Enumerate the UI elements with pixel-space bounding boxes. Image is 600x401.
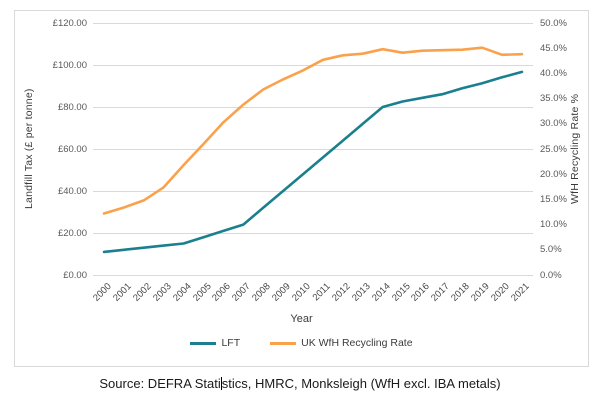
left-tick-label: £60.00 bbox=[57, 143, 87, 155]
right-tick-label: 30.0% bbox=[540, 118, 567, 130]
legend-label: UK WfH Recycling Rate bbox=[301, 337, 413, 349]
left-tick-label: £40.00 bbox=[57, 185, 87, 197]
right-tick-label: 25.0% bbox=[540, 143, 567, 155]
gridline bbox=[93, 275, 533, 276]
legend-item: LFT bbox=[190, 337, 240, 349]
gridline bbox=[93, 149, 533, 150]
legend-line-swatch bbox=[270, 341, 297, 345]
gridline bbox=[93, 23, 533, 24]
left-tick-label: £20.00 bbox=[57, 227, 87, 239]
right-tick-label: 15.0% bbox=[540, 193, 567, 205]
source-text-before-caret: Source: DEFRA Stati bbox=[99, 376, 221, 391]
gridline bbox=[93, 191, 533, 192]
plot-area bbox=[102, 46, 524, 254]
right-axis-title: WfH Recycling Rate % bbox=[569, 93, 581, 205]
right-tick-label: 35.0% bbox=[540, 93, 567, 105]
chart-legend: LFT UK WfH Recycling Rate bbox=[15, 337, 588, 349]
right-tick-label: 5.0% bbox=[540, 244, 562, 256]
legend-label: LFT bbox=[221, 337, 241, 349]
right-tick-label: 50.0% bbox=[540, 17, 567, 29]
series-line-lft bbox=[102, 70, 524, 254]
series-line-uk-wfh-recycling-rate bbox=[102, 46, 524, 215]
gridline bbox=[93, 107, 533, 108]
left-tick-label: £0.00 bbox=[63, 269, 87, 281]
gridline bbox=[93, 233, 533, 234]
right-tick-label: 0.0% bbox=[540, 269, 562, 281]
source-text-after-caret: stics, HMRC, Monksleigh (WfH excl. IBA m… bbox=[221, 376, 501, 391]
text-cursor bbox=[220, 377, 222, 390]
legend-item: UK WfH Recycling Rate bbox=[270, 337, 413, 349]
left-tick-label: £120.00 bbox=[52, 17, 87, 29]
left-tick-label: £80.00 bbox=[57, 101, 87, 113]
chart-frame[interactable]: Landfill Tax (£ per tonne) WfH Recycling… bbox=[14, 10, 589, 367]
right-tick-label: 20.0% bbox=[540, 168, 567, 180]
right-tick-label: 45.0% bbox=[540, 42, 567, 54]
left-tick-label: £100.00 bbox=[52, 59, 87, 71]
x-axis-title: Year bbox=[290, 313, 313, 325]
right-tick-label: 10.0% bbox=[540, 219, 567, 231]
legend-line-swatch bbox=[190, 341, 217, 345]
right-tick-label: 40.0% bbox=[540, 67, 567, 79]
source-text[interactable]: Source: DEFRA Statistics, HMRC, Monkslei… bbox=[0, 376, 600, 391]
